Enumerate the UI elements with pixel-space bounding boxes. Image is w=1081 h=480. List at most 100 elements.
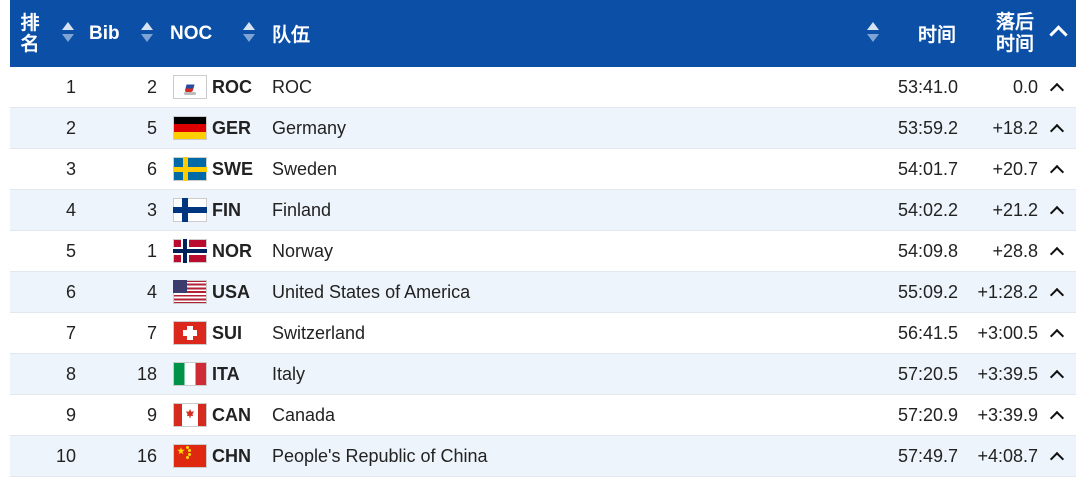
- chevron-up-icon[interactable]: [1049, 410, 1065, 425]
- time-cell: 53:59.2: [897, 117, 958, 138]
- header-noc[interactable]: NOC: [170, 22, 213, 44]
- table-header: 排 名 Bib NOC 队伍 时间 落后 时间: [10, 0, 1076, 67]
- table-row[interactable]: 5 1 NOR Norway 54:09.8 +28.8: [10, 231, 1076, 272]
- chevron-up-icon[interactable]: [1049, 82, 1065, 97]
- sort-noc-icon[interactable]: [241, 22, 257, 44]
- behind-cell: 0.0: [1012, 76, 1038, 97]
- bib-cell: 6: [146, 158, 157, 179]
- chevron-up-icon[interactable]: [1049, 246, 1065, 261]
- rank-cell: 6: [65, 281, 76, 302]
- collapse-all-chevron-up-icon[interactable]: [1049, 25, 1068, 44]
- time-cell: 56:41.5: [897, 322, 958, 343]
- time-cell: 54:01.7: [897, 158, 958, 179]
- table-row[interactable]: 3 6 SWE Sweden 54:01.7 +20.7: [10, 149, 1076, 190]
- chevron-up-icon[interactable]: [1049, 369, 1065, 384]
- table-row[interactable]: 7 7 SUI Switzerland 56:41.5 +3:00.5: [10, 313, 1076, 354]
- rank-cell: 5: [65, 240, 76, 261]
- noc-cell: FIN: [212, 199, 241, 220]
- team-cell: Switzerland: [272, 322, 366, 343]
- noc-cell: GER: [212, 117, 252, 138]
- rank-cell: 10: [55, 445, 76, 466]
- header-behind-line1: 落后: [996, 11, 1035, 33]
- chevron-up-icon[interactable]: [1049, 287, 1065, 302]
- bib-cell: 3: [146, 199, 157, 220]
- bib-cell: 18: [136, 363, 157, 384]
- behind-cell: +21.2: [992, 199, 1038, 220]
- time-cell: 57:49.7: [897, 445, 958, 466]
- team-cell: Canada: [272, 404, 336, 425]
- time-cell: 57:20.5: [897, 363, 958, 384]
- behind-cell: +28.8: [992, 240, 1038, 261]
- team-cell: Italy: [272, 363, 306, 384]
- sort-bib-icon[interactable]: [139, 22, 155, 44]
- team-cell: United States of America: [272, 281, 471, 302]
- team-cell: Germany: [272, 117, 347, 138]
- chevron-up-icon[interactable]: [1049, 164, 1065, 179]
- header-team[interactable]: 队伍: [272, 25, 311, 46]
- chevron-up-icon[interactable]: [1049, 205, 1065, 220]
- behind-cell: +3:39.9: [977, 404, 1038, 425]
- rank-cell: 3: [65, 158, 76, 179]
- behind-cell: +3:39.5: [977, 363, 1038, 384]
- bib-cell: 7: [146, 322, 157, 343]
- roc-flag-icon: [173, 75, 207, 99]
- team-cell: Norway: [272, 240, 334, 261]
- table-row[interactable]: 2 5 GER Germany 53:59.2 +18.2: [10, 108, 1076, 149]
- header-time[interactable]: 时间: [918, 25, 957, 46]
- rank-cell: 8: [65, 363, 76, 384]
- italy-flag-icon: [173, 362, 207, 386]
- behind-cell: +1:28.2: [977, 281, 1038, 302]
- noc-cell: ROC: [212, 76, 252, 97]
- chevron-up-icon[interactable]: [1049, 328, 1065, 343]
- time-cell: 54:09.8: [897, 240, 958, 261]
- team-cell: Sweden: [272, 158, 338, 179]
- noc-cell: USA: [212, 281, 251, 302]
- time-cell: 57:20.9: [897, 404, 958, 425]
- rank-cell: 9: [65, 404, 76, 425]
- behind-cell: +4:08.7: [977, 445, 1038, 466]
- bib-cell: 9: [146, 404, 157, 425]
- time-cell: 53:41.0: [897, 76, 958, 97]
- table-body: 1 2 ROC ROC 53:41.0 0.0 2 5 GER Germany …: [10, 67, 1076, 477]
- sort-team-icon[interactable]: [865, 22, 881, 44]
- table-row[interactable]: 1 2 ROC ROC 53:41.0 0.0: [10, 67, 1076, 108]
- behind-cell: +18.2: [992, 117, 1038, 138]
- chevron-up-icon[interactable]: [1049, 123, 1065, 138]
- behind-cell: +3:00.5: [977, 322, 1038, 343]
- sweden-flag-icon: [173, 157, 207, 181]
- results-table: 排 名 Bib NOC 队伍 时间 落后 时间 1 2 ROC: [10, 0, 1076, 477]
- noc-cell: CHN: [212, 445, 251, 466]
- header-behind[interactable]: 落后 时间: [996, 0, 1034, 67]
- sort-rank-icon[interactable]: [60, 22, 76, 44]
- finland-flag-icon: [173, 198, 207, 222]
- rank-cell: 7: [65, 322, 76, 343]
- table-row[interactable]: 8 18 ITA Italy 57:20.5 +3:39.5: [10, 354, 1076, 395]
- table-row[interactable]: 10 16 CHN People's Republic of China 57:…: [10, 436, 1076, 477]
- bib-cell: 5: [146, 117, 157, 138]
- team-cell: Finland: [272, 199, 332, 220]
- rank-cell: 4: [65, 199, 76, 220]
- noc-cell: CAN: [212, 404, 251, 425]
- header-rank-line2: 名: [20, 33, 40, 55]
- bib-cell: 16: [136, 445, 157, 466]
- header-behind-line2: 时间: [996, 33, 1035, 55]
- table-row[interactable]: 9 9 CAN Canada 57:20.9 +3:39.9: [10, 395, 1076, 436]
- canada-flag-icon: [173, 403, 207, 427]
- chevron-up-icon[interactable]: [1049, 451, 1065, 466]
- rank-cell: 2: [65, 117, 76, 138]
- noc-cell: NOR: [212, 240, 252, 261]
- noc-cell: ITA: [212, 363, 240, 384]
- team-cell: ROC: [272, 76, 312, 97]
- table-row[interactable]: 4 3 FIN Finland 54:02.2 +21.2: [10, 190, 1076, 231]
- germany-flag-icon: [173, 116, 207, 140]
- bib-cell: 2: [146, 76, 157, 97]
- header-bib[interactable]: Bib: [89, 22, 120, 44]
- switzerland-flag-icon: [173, 321, 207, 345]
- behind-cell: +20.7: [992, 158, 1038, 179]
- time-cell: 55:09.2: [897, 281, 958, 302]
- table-row[interactable]: 6 4 USA United States of America 55:09.2…: [10, 272, 1076, 313]
- time-cell: 54:02.2: [897, 199, 958, 220]
- header-rank[interactable]: 排 名: [16, 0, 44, 67]
- usa-flag-icon: [173, 280, 207, 304]
